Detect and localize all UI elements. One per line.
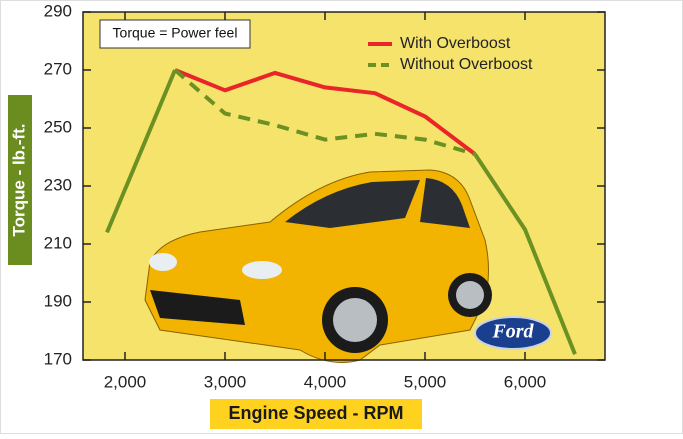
series-line xyxy=(173,68,476,157)
annotation-box xyxy=(99,19,251,49)
y-tick-label: 170 xyxy=(44,349,72,368)
x-tick-label: 6,000 xyxy=(504,372,547,391)
x-tick-label: 4,000 xyxy=(304,372,347,391)
y-tick-label: 250 xyxy=(44,117,72,136)
x-axis-label: Engine Speed - RPM xyxy=(228,403,403,423)
y-label-box xyxy=(8,95,32,265)
annotation: Torque = Power feel xyxy=(113,25,238,41)
y-axis-label: Torque - lb.-ft. xyxy=(9,124,28,237)
car-illustration xyxy=(144,169,492,363)
logo-text: Ford xyxy=(491,321,534,343)
legend-label: Without Overboost xyxy=(400,56,533,73)
y-tick-label: 210 xyxy=(44,233,72,252)
x-tick-label: 2,000 xyxy=(104,372,147,391)
x-tick-label: 5,000 xyxy=(404,372,447,391)
x-tick-label: 3,000 xyxy=(204,372,247,391)
series-line xyxy=(105,69,577,355)
x-label-box xyxy=(210,399,422,429)
legend-label: With Overboost xyxy=(400,35,511,52)
y-tick-label: 270 xyxy=(44,59,72,78)
y-tick-label: 230 xyxy=(44,175,72,194)
y-tick-label: 190 xyxy=(44,291,72,310)
series-line xyxy=(174,68,477,156)
ford-logo: Ford xyxy=(474,316,552,350)
y-tick-label: 290 xyxy=(44,1,72,20)
